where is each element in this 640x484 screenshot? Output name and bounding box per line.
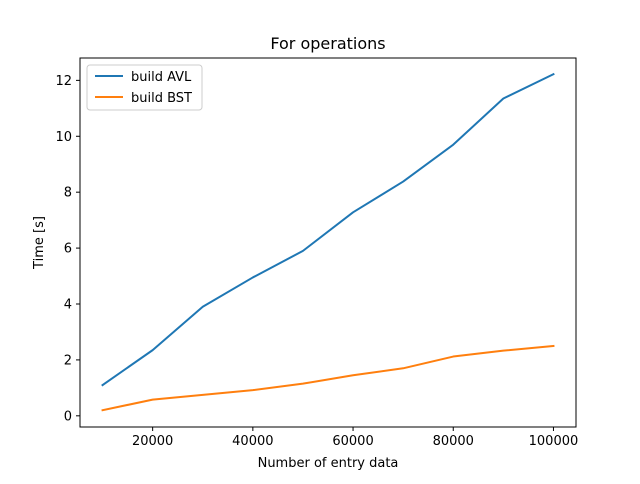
y-tick-label: 8 [64,186,72,201]
y-tick-label: 4 [64,298,72,313]
x-tick-label: 60000 [332,434,373,449]
y-axis-label: Time [s] [32,216,47,270]
chart-title: For operations [270,34,385,53]
y-tick-label: 2 [64,353,72,368]
x-axis-label: Number of entry data [258,456,399,471]
x-tick-label: 40000 [232,434,273,449]
x-tick-label: 100000 [529,434,579,449]
series-line-build-avl [101,72,555,387]
x-axis: 20000 40000 60000 80000 100000 [132,427,578,449]
axes-frame [79,57,577,428]
x-tick-label: 80000 [433,434,474,449]
y-tick-label: 6 [64,242,72,257]
y-axis: 0 2 4 6 8 10 12 [55,74,80,424]
y-tick-label: 0 [64,409,72,424]
plot-lines [101,72,555,412]
series-line-build-bst [101,344,555,412]
legend-label-avl: build AVL [131,70,192,85]
y-tick-label: 12 [55,74,72,89]
legend: build AVL build BST [86,64,203,111]
y-tick-label: 10 [55,130,72,145]
legend-label-bst: build BST [131,91,192,106]
x-tick-label: 20000 [132,434,173,449]
